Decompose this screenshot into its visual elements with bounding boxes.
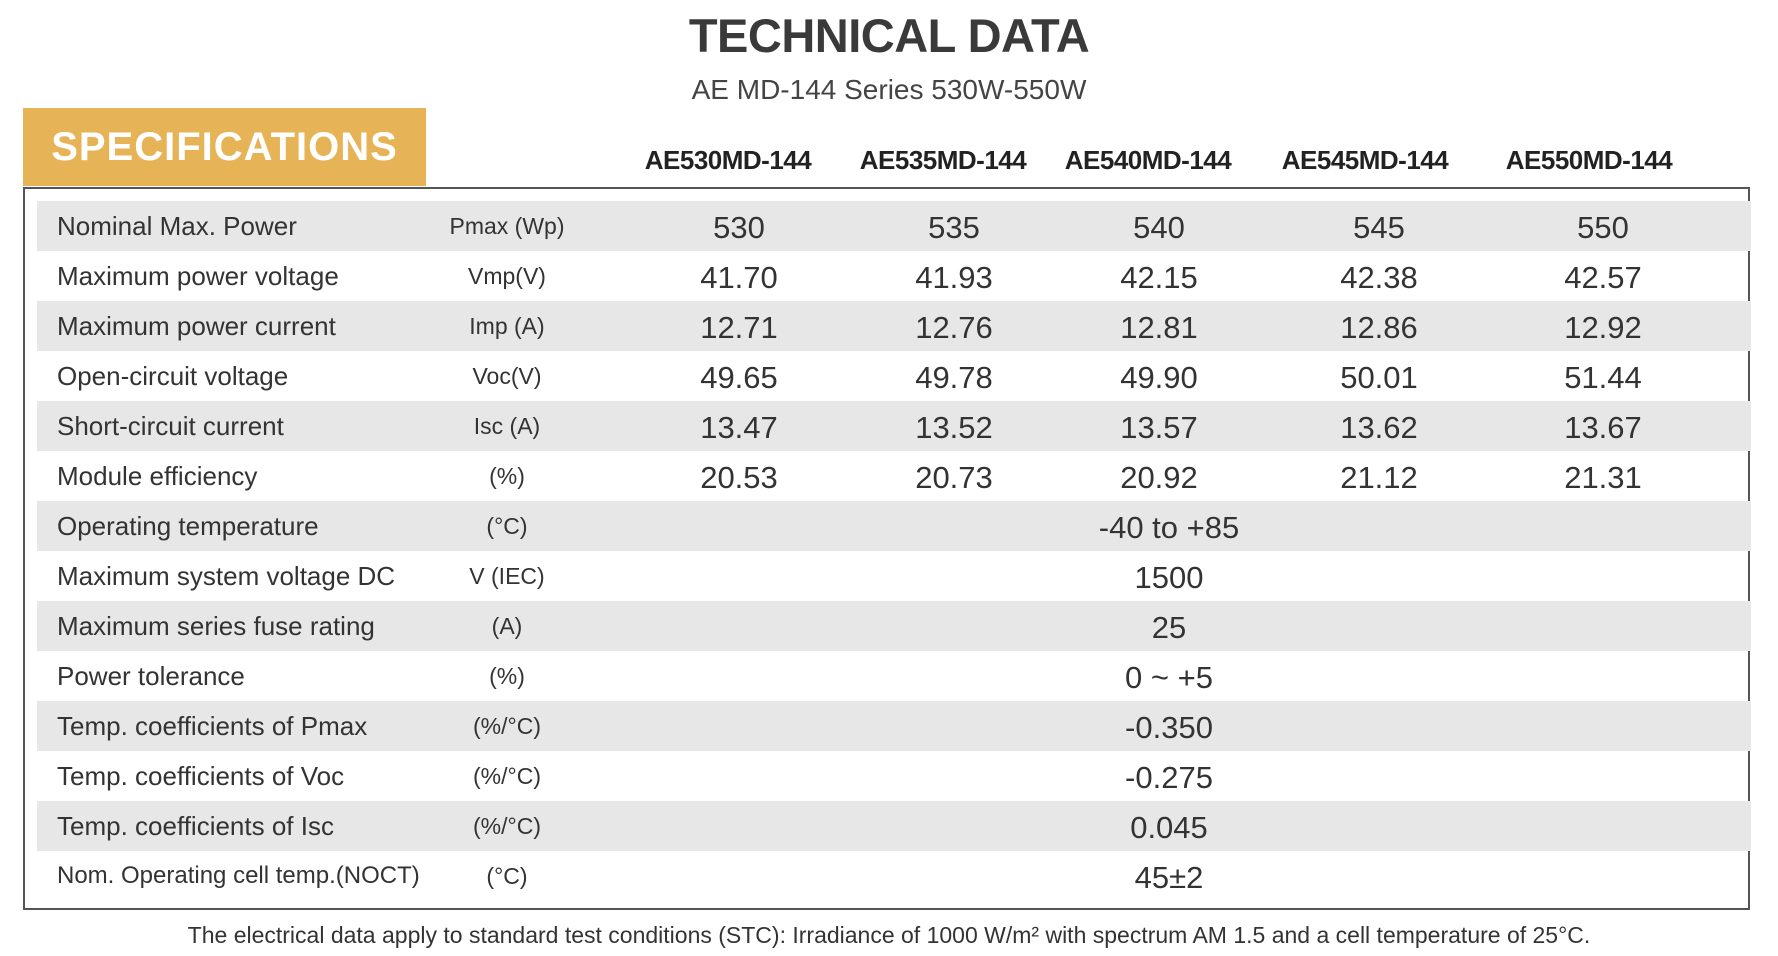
- cell-value: -0.350: [1125, 710, 1213, 745]
- table-row: Temp. coefficients of Pmax (%/°C) -0.350: [37, 701, 1751, 751]
- row-unit: (%/°C): [473, 813, 541, 839]
- cell-value: 13.52: [915, 410, 993, 445]
- cell-value: 21.12: [1340, 460, 1418, 495]
- cell-value: 530: [713, 210, 765, 245]
- row-label: Temp. coefficients of Isc: [57, 811, 334, 841]
- cell-value: 12.92: [1564, 310, 1642, 345]
- cell-value: 41.70: [700, 260, 778, 295]
- page-title: TECHNICAL DATA: [688, 9, 1090, 62]
- spec-table: Nominal Max. Power Pmax (Wp) 530 535 540…: [23, 187, 1751, 910]
- row-unit: (%): [489, 463, 525, 489]
- cell-value: 21.31: [1564, 460, 1642, 495]
- cell-value: 0.045: [1130, 810, 1208, 845]
- cell-value: 42.57: [1564, 260, 1642, 295]
- table-row: Operating temperature (°C) -40 to +85: [37, 501, 1751, 551]
- row-label: Temp. coefficients of Voc: [57, 761, 345, 791]
- table-row: Maximum system voltage DC V (IEC) 1500: [37, 551, 1751, 601]
- cell-value: 51.44: [1564, 360, 1642, 395]
- table-row: Maximum power voltage Vmp(V) 41.70 41.93…: [37, 251, 1751, 301]
- row-unit: V (IEC): [469, 563, 545, 589]
- cell-value: -0.275: [1125, 760, 1213, 795]
- cell-value: 13.62: [1340, 410, 1418, 445]
- row-label: Maximum system voltage DC: [57, 561, 396, 591]
- cell-value: 1500: [1134, 560, 1204, 595]
- model-header: AE540MD-144: [1064, 145, 1232, 175]
- row-label: Maximum series fuse rating: [57, 611, 375, 641]
- table-row: Maximum series fuse rating (A) 25: [37, 601, 1751, 651]
- table-row: Nom. Operating cell temp.(NOCT) (°C) 45±…: [37, 851, 1751, 901]
- cell-value: 550: [1577, 210, 1629, 245]
- row-unit: (%/°C): [473, 713, 541, 739]
- row-label: Temp. coefficients of Pmax: [57, 711, 368, 741]
- cell-value: 535: [928, 210, 980, 245]
- cell-value: 540: [1133, 210, 1185, 245]
- cell-value: 25: [1151, 610, 1187, 645]
- model-header: AE530MD-144: [644, 145, 812, 175]
- cell-value: 545: [1353, 210, 1405, 245]
- row-label: Power tolerance: [57, 661, 245, 691]
- model-header: AE545MD-144: [1281, 145, 1449, 175]
- cell-value: 12.76: [915, 310, 993, 345]
- cell-value: 41.93: [915, 260, 993, 295]
- row-unit: (%/°C): [473, 763, 541, 789]
- row-unit: (°C): [486, 863, 528, 889]
- cell-value: 49.78: [915, 360, 993, 395]
- stc-footnote: The electrical data apply to standard te…: [187, 922, 1591, 948]
- table-row: Module efficiency (%) 20.53 20.73 20.92 …: [37, 451, 1751, 501]
- table-row: Maximum power current Imp (A) 12.71 12.7…: [37, 301, 1751, 351]
- row-unit: Vmp(V): [468, 263, 546, 289]
- row-label: Nom. Operating cell temp.(NOCT): [57, 862, 420, 889]
- cell-value: 49.65: [700, 360, 778, 395]
- row-label: Maximum power voltage: [57, 261, 339, 291]
- cell-value: 50.01: [1340, 360, 1418, 395]
- row-unit: Isc (A): [473, 413, 541, 439]
- cell-value: 12.86: [1340, 310, 1418, 345]
- row-unit: (%): [489, 663, 525, 689]
- page-subtitle: AE MD-144 Series 530W-550W: [691, 74, 1087, 105]
- table-row: Short-circuit current Isc (A) 13.47 13.5…: [37, 401, 1751, 451]
- row-unit: (A): [491, 613, 523, 639]
- row-label: Maximum power current: [57, 311, 336, 341]
- row-label: Open-circuit voltage: [57, 361, 289, 391]
- cell-value: 49.90: [1120, 360, 1198, 395]
- cell-value: 42.38: [1340, 260, 1418, 295]
- cell-value: 20.92: [1120, 460, 1198, 495]
- table-row: Power tolerance (%) 0 ~ +5: [37, 651, 1751, 701]
- table-row: Temp. coefficients of Isc (%/°C) 0.045: [37, 801, 1751, 851]
- table-row: Temp. coefficients of Voc (%/°C) -0.275: [37, 751, 1751, 801]
- cell-value: 13.47: [700, 410, 778, 445]
- row-unit: (°C): [486, 513, 528, 539]
- cell-value: 0 ~ +5: [1125, 660, 1213, 695]
- cell-value: 45±2: [1134, 860, 1204, 895]
- row-unit: Voc(V): [472, 363, 542, 389]
- cell-value: 20.73: [915, 460, 993, 495]
- row-unit: Pmax (Wp): [449, 213, 565, 239]
- row-label: Nominal Max. Power: [57, 211, 297, 241]
- cell-value: -40 to +85: [1098, 510, 1240, 545]
- cell-value: 13.67: [1564, 410, 1642, 445]
- model-header: AE550MD-144: [1505, 145, 1673, 175]
- table-row: Open-circuit voltage Voc(V) 49.65 49.78 …: [37, 351, 1751, 401]
- cell-value: 20.53: [700, 460, 778, 495]
- cell-value: 13.57: [1120, 410, 1198, 445]
- cell-value: 42.15: [1120, 260, 1198, 295]
- model-header: AE535MD-144: [859, 145, 1027, 175]
- row-label: Module efficiency: [57, 461, 258, 491]
- row-label: Operating temperature: [57, 511, 319, 541]
- row-label: Short-circuit current: [57, 411, 284, 441]
- cell-value: 12.71: [700, 310, 778, 345]
- cell-value: 12.81: [1120, 310, 1198, 345]
- row-unit: Imp (A): [469, 313, 545, 339]
- table-row: Nominal Max. Power Pmax (Wp) 530 535 540…: [37, 201, 1751, 251]
- specifications-tab: SPECIFICATIONS: [23, 108, 426, 186]
